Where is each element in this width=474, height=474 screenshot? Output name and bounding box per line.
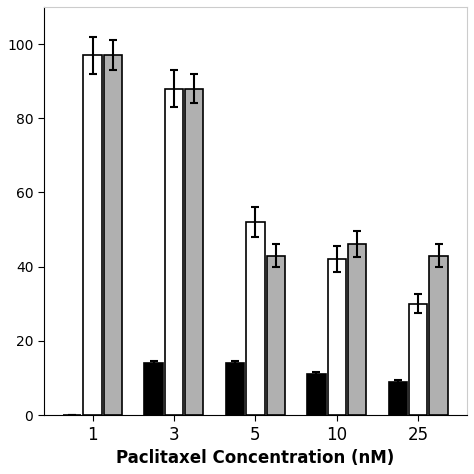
Bar [389, 382, 407, 415]
Bar [409, 304, 428, 415]
Bar [83, 55, 102, 415]
Bar [165, 89, 183, 415]
Bar [226, 363, 244, 415]
Bar [246, 222, 264, 415]
Bar [266, 255, 285, 415]
Bar [348, 245, 366, 415]
Bar [429, 255, 448, 415]
Bar [185, 89, 203, 415]
Bar [145, 363, 163, 415]
Bar [307, 374, 326, 415]
Bar [104, 55, 122, 415]
X-axis label: Paclitaxel Concentration (nM): Paclitaxel Concentration (nM) [116, 449, 394, 467]
Bar [328, 259, 346, 415]
